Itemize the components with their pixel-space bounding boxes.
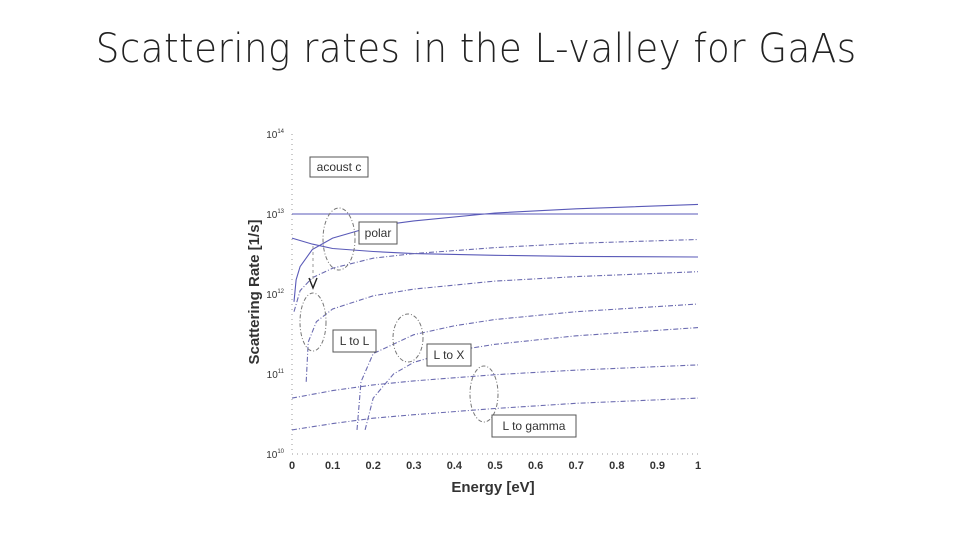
l-to-gamma-highlight-ellipse [469,365,499,423]
l-to-x-highlight-ellipse [392,313,424,363]
label-box-l-to-gamma: L to gamma [491,414,577,438]
x-tick-label-3: 0.3 [406,460,421,472]
series-l-to-gamma-absorption [291,364,699,399]
page-title: Scattering rates in the L-valley for GaA… [95,26,857,72]
x-tick-label-7: 0.7 [569,460,584,472]
chart-series [291,203,699,431]
label-box-polar: polar [358,221,398,245]
x-tick-label-1: 0.1 [325,460,340,472]
x-tick-label-0: 0 [289,460,295,472]
series-l-to-l-emission [305,271,699,382]
y-tick-label-11: 1011 [267,369,285,381]
x-tick-label-8: 0.8 [609,460,624,472]
series-polar-emission [291,237,699,258]
series-acoustic [293,203,699,302]
chart-annotation-labels: acoust c polar L to L L to X L to gamma [309,156,577,438]
label-text-l-to-x: L to X [434,348,465,362]
series-l-to-gamma-emission [291,397,699,431]
x-tick-label-10: 1 [695,460,701,472]
polar-highlight-ellipse [322,207,356,271]
chart-ticks: 0 0.1 0.2 0.3 0.4 0.5 0.6 0.7 0.8 0.9 1 1010 1011 101… [266,129,701,472]
chart-axes [291,134,698,455]
label-text-l-to-gamma: L to gamma [503,419,566,433]
x-tick-label-6: 0.6 [528,460,543,472]
series-l-to-l-absorption [293,238,699,312]
annotation-arrow-head [308,277,318,290]
y-tick-label-12: 1012 [266,289,284,301]
chart-annotation-marks [299,207,499,423]
y-tick-label-10: 1010 [266,449,284,461]
x-tick-label-4: 0.4 [447,460,463,472]
y-tick-label-14: 1014 [266,129,284,141]
y-axis-label: Scattering Rate [1/s] [246,219,263,364]
x-tick-label-5: 0.5 [487,460,502,472]
series-l-to-x-absorption [356,303,699,430]
x-tick-label-9: 0.9 [650,460,665,472]
label-box-l-to-x: L to X [426,343,472,367]
label-text-l-to-l: L to L [340,334,370,348]
label-text-polar: polar [365,226,392,240]
label-box-acoustic: acoust c [309,156,369,178]
l-to-l-highlight-ellipse [299,292,327,352]
label-text-acoustic: acoust c [317,160,362,174]
y-tick-label-13: 1013 [266,209,284,221]
label-box-l-to-l: L to L [332,329,377,353]
x-axis-label: Energy [eV] [451,479,534,496]
x-tick-label-2: 0.2 [366,460,381,472]
